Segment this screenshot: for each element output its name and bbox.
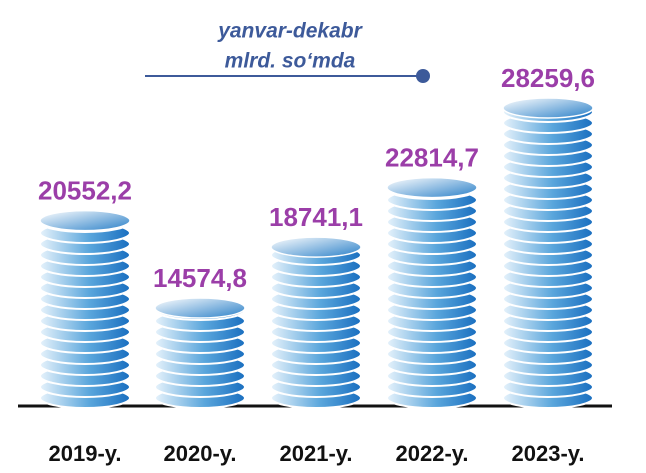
- value-label: 20552,2: [38, 176, 132, 206]
- coin-stack: [502, 97, 594, 409]
- coin-top: [386, 176, 478, 199]
- x-tick-label: 2020-y.: [164, 441, 237, 466]
- coin-stack: [39, 209, 131, 409]
- coin-top: [39, 209, 131, 232]
- coin-stack: [270, 236, 362, 409]
- x-tick-label: 2023-y.: [512, 441, 585, 466]
- value-label: 14574,8: [153, 263, 247, 293]
- coin-stack: [386, 176, 478, 409]
- decor-dot: [416, 69, 430, 83]
- subtitle: mlrd. so‘mda: [225, 50, 356, 73]
- value-label: 28259,6: [501, 63, 595, 93]
- x-tick-label: 2022-y.: [396, 441, 469, 466]
- coin-top: [154, 297, 246, 319]
- coin-top: [270, 236, 362, 258]
- value-label: 22814,7: [385, 142, 479, 172]
- coin-stack: [154, 297, 246, 409]
- x-tick-label: 2019-y.: [49, 441, 122, 466]
- x-tick-label: 2021-y.: [280, 441, 353, 466]
- subtitle: yanvar-dekabr: [217, 20, 363, 43]
- value-label: 18741,1: [269, 202, 363, 232]
- coin-top: [502, 97, 594, 119]
